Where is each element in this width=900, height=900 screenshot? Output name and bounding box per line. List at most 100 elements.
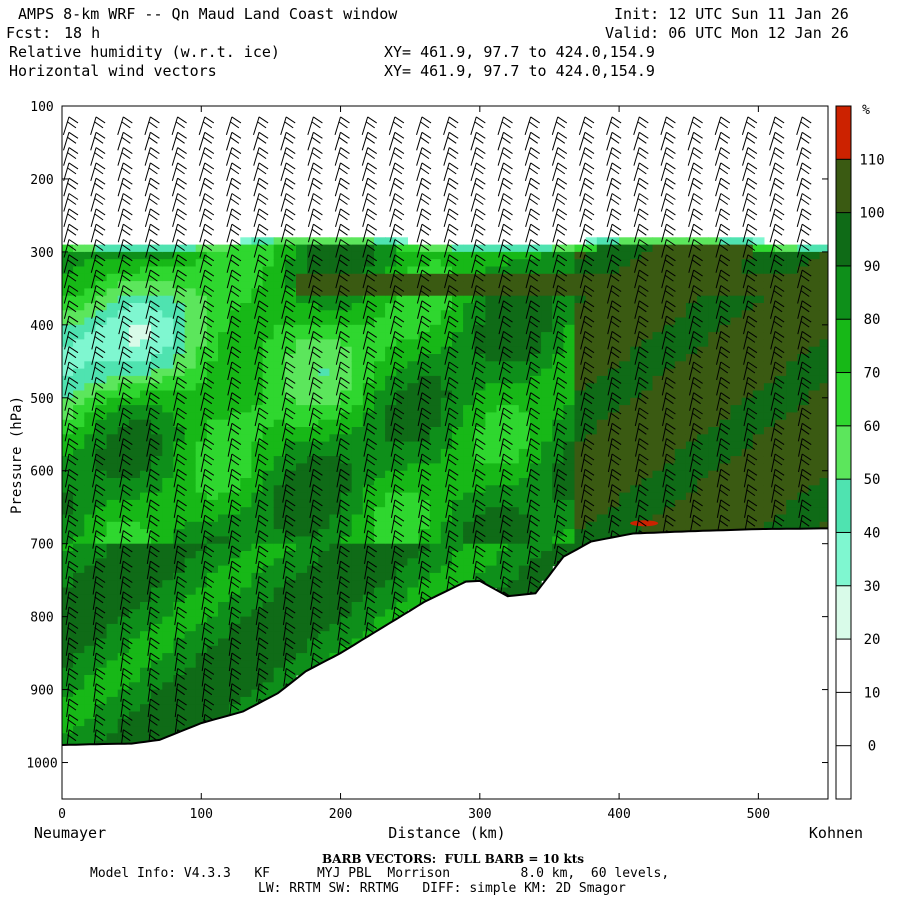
wind-barb-flag — [67, 657, 77, 665]
rh-cell — [730, 266, 743, 275]
wind-barb-flag — [284, 443, 294, 451]
rh-cell — [218, 251, 230, 260]
wind-barb-flag — [177, 667, 187, 675]
wind-barb-flag — [121, 504, 131, 512]
wind-barb-flag — [258, 392, 269, 400]
wind-barb-flag — [177, 376, 187, 384]
rh-cell — [518, 463, 531, 472]
wind-barb-flag — [150, 484, 160, 492]
rh-cell — [574, 499, 587, 508]
rh-cell — [652, 354, 665, 362]
wind-barb-flag — [285, 269, 296, 277]
rh-cell — [117, 499, 130, 508]
wind-barb-staff — [363, 469, 369, 488]
rh-cell — [496, 244, 509, 253]
rh-cell — [797, 346, 810, 355]
rh-cell — [708, 266, 720, 275]
wind-barb-staff — [253, 193, 260, 212]
wind-barb-flag — [150, 591, 160, 599]
rh-cell — [106, 332, 119, 340]
rh-cell — [140, 565, 152, 574]
rh-cell — [296, 499, 308, 508]
rh-cell — [552, 499, 564, 508]
rh-cell — [340, 295, 353, 304]
wind-barb-flag — [94, 734, 104, 742]
wind-barb-staff — [173, 530, 179, 549]
wind-barb-flag — [258, 376, 269, 384]
wind-barb-staff — [199, 269, 206, 289]
wind-barb-staff — [145, 269, 151, 289]
rh-cell — [262, 368, 275, 377]
rh-cell — [117, 375, 130, 384]
rh-cell — [329, 543, 342, 552]
wind-barb-staff — [92, 499, 97, 518]
rh-cell — [184, 273, 197, 282]
wind-barb-flag — [258, 254, 269, 262]
rh-cell — [340, 507, 353, 516]
wind-barb-staff — [117, 178, 124, 197]
rh-cell — [763, 478, 776, 486]
wind-barb-flag — [285, 254, 296, 262]
rh-cell — [697, 419, 709, 428]
wind-barb-flag — [257, 167, 267, 175]
rh-cell — [296, 587, 308, 596]
rh-cell — [808, 266, 821, 275]
rh-cell — [440, 332, 453, 340]
rh-cell — [307, 281, 319, 289]
wind-barb-flag — [204, 622, 215, 629]
rh-cell — [786, 405, 798, 413]
rh-cell — [541, 368, 553, 377]
rh-cell — [474, 346, 486, 355]
rh-cell — [251, 543, 264, 552]
rh-cell — [596, 397, 609, 406]
rh-cell — [296, 602, 308, 610]
rh-cell — [151, 529, 163, 537]
rh-cell — [730, 259, 743, 268]
rh-cell — [541, 288, 553, 297]
rh-cell — [730, 463, 743, 472]
rh-cell — [340, 332, 353, 340]
rh-cell — [62, 645, 74, 654]
rh-cell — [318, 390, 330, 399]
rh-cell — [62, 616, 74, 625]
rh-cell — [218, 273, 230, 282]
rh-cell — [652, 478, 665, 486]
rh-cell — [173, 456, 186, 464]
rh-cell — [273, 551, 286, 559]
rh-cell — [541, 397, 553, 406]
wind-barb-flag — [95, 729, 106, 737]
rh-cell — [752, 434, 765, 443]
wind-barb-flag — [313, 269, 323, 277]
wind-barb-flag — [311, 550, 321, 558]
rh-cell — [351, 602, 364, 610]
wind-barb-flag — [175, 274, 185, 282]
wind-barb-staff — [145, 285, 151, 304]
wind-barb-flag — [203, 473, 213, 481]
wind-barb-flag — [365, 381, 375, 389]
rh-cell — [106, 507, 119, 516]
rh-cell — [541, 485, 553, 494]
rh-cell — [407, 295, 420, 304]
wind-barb-flag — [150, 422, 160, 430]
rh-cell — [162, 470, 174, 479]
rh-cell — [162, 390, 174, 399]
rh-cell — [329, 332, 342, 340]
rh-cell — [530, 368, 542, 377]
rh-cell — [596, 281, 609, 289]
rh-cell — [374, 492, 386, 501]
rh-cell — [418, 303, 431, 311]
rh-cell — [229, 675, 241, 683]
rh-cell — [140, 682, 152, 691]
wind-barb-staff — [200, 407, 206, 427]
rh-cell — [184, 383, 197, 392]
wind-barb-staff — [90, 269, 97, 289]
rh-cell — [229, 587, 241, 596]
rh-cell — [719, 405, 732, 413]
wind-barb-flag — [150, 637, 160, 645]
wind-barb-flag — [175, 550, 185, 558]
rh-cell — [819, 448, 828, 457]
wind-barb-staff — [63, 239, 70, 258]
wind-barb-staff — [172, 346, 179, 365]
rh-cell — [273, 390, 286, 399]
rh-cell — [229, 346, 241, 355]
